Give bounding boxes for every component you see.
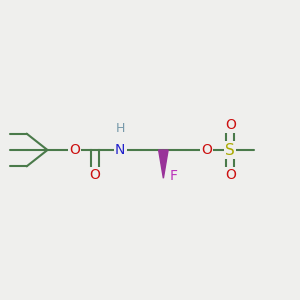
Text: N: N <box>115 143 125 157</box>
Text: O: O <box>225 168 236 182</box>
Text: S: S <box>225 142 235 158</box>
Polygon shape <box>159 150 168 178</box>
Text: O: O <box>69 143 80 157</box>
Text: O: O <box>90 168 101 182</box>
Text: F: F <box>170 169 178 183</box>
Text: O: O <box>201 143 212 157</box>
Text: O: O <box>225 118 236 132</box>
Text: H: H <box>116 122 125 135</box>
